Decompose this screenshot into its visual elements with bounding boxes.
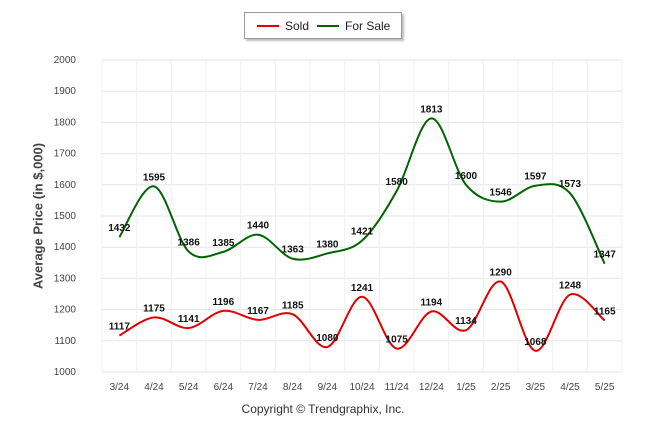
data-label-for-sale: 1600 <box>455 171 478 182</box>
copyright-credit: Copyright © Trendgraphix, Inc. <box>241 402 405 416</box>
legend-label-sold: Sold <box>285 19 310 33</box>
legend-swatch-for-sale <box>317 25 339 27</box>
data-label-for-sale: 1386 <box>178 238 201 249</box>
data-label-sold: 1185 <box>282 300 304 311</box>
data-label-sold: 1290 <box>490 268 513 279</box>
x-tick-label: 5/25 <box>595 382 615 393</box>
y-tick-label: 1400 <box>54 242 77 253</box>
y-tick-label: 1900 <box>54 86 77 97</box>
x-tick-label: 8/24 <box>283 382 303 393</box>
data-label-for-sale: 1595 <box>143 172 166 183</box>
series-line-sold <box>118 280 606 352</box>
data-label-for-sale: 1440 <box>247 221 270 232</box>
data-label-sold: 1241 <box>351 283 374 294</box>
legend-label-for-sale: For Sale <box>345 19 391 33</box>
data-label-sold: 1196 <box>212 297 234 308</box>
x-tick-label: 3/25 <box>526 382 546 393</box>
data-label-sold: 1080 <box>316 333 339 344</box>
data-label-sold: 1068 <box>524 337 547 348</box>
x-tick-label: 12/24 <box>419 382 444 393</box>
data-label-for-sale: 1347 <box>594 250 617 261</box>
data-label-sold: 1075 <box>386 335 409 346</box>
y-tick-label: 1000 <box>54 367 77 378</box>
data-label-sold: 1248 <box>559 281 582 292</box>
y-tick-label: 2000 <box>54 55 77 66</box>
y-tick-label: 1700 <box>54 149 77 160</box>
data-label-sold: 1117 <box>109 321 131 332</box>
data-label-for-sale: 1385 <box>212 238 235 249</box>
x-tick-label: 10/24 <box>349 382 374 393</box>
x-tick-label: 2/25 <box>491 382 511 393</box>
legend-item-for-sale[interactable]: For Sale <box>317 19 390 33</box>
y-tick-label: 1500 <box>54 211 77 222</box>
y-tick-label: 1100 <box>54 336 76 347</box>
legend: Sold For Sale <box>244 12 402 39</box>
y-tick-label: 1300 <box>54 273 77 284</box>
data-label-for-sale: 1813 <box>420 104 443 115</box>
data-label-for-sale: 1546 <box>490 188 513 199</box>
data-label-for-sale: 1432 <box>108 223 131 234</box>
x-tick-label: 4/25 <box>560 382 580 393</box>
data-label-for-sale: 1597 <box>524 172 547 183</box>
data-label-sold: 1194 <box>420 297 442 308</box>
x-tick-label: 6/24 <box>214 382 234 393</box>
x-tick-label: 3/24 <box>110 382 130 393</box>
x-tick-label: 1/25 <box>456 382 476 393</box>
x-tick-label: 9/24 <box>318 382 338 393</box>
x-tick-label: 5/24 <box>179 382 199 393</box>
data-label-sold: 1175 <box>143 303 165 314</box>
data-label-sold: 1141 <box>178 314 200 325</box>
data-label-for-sale: 1580 <box>386 177 409 188</box>
data-label-sold: 1134 <box>455 316 477 327</box>
x-tick-label: 4/24 <box>144 382 164 393</box>
y-axis-title: Average Price (in $,000) <box>30 142 46 290</box>
legend-item-sold[interactable]: Sold <box>257 19 309 33</box>
y-tick-labels: 1000 1100 1200 1300 1400 1500 1600 1700 1800 1900… <box>54 55 77 378</box>
data-labels: 1117 1175 1141 1196 1167 1185 1080 1241 1075 1194… <box>108 104 616 347</box>
data-label-for-sale: 1573 <box>559 179 582 190</box>
data-label-for-sale: 1421 <box>351 227 374 238</box>
data-label-for-sale: 1363 <box>282 245 305 256</box>
data-label-for-sale: 1380 <box>316 239 339 250</box>
series-line-for-sale <box>118 117 606 265</box>
y-tick-label: 1200 <box>54 305 77 316</box>
legend-swatch-sold <box>257 25 279 27</box>
data-label-sold: 1165 <box>594 307 616 318</box>
y-tick-label: 1600 <box>54 180 77 191</box>
y-tick-label: 1800 <box>54 117 77 128</box>
gridlines <box>101 59 623 373</box>
x-tick-label: 11/24 <box>385 382 410 393</box>
series-lines <box>118 117 606 352</box>
data-label-sold: 1167 <box>247 306 269 317</box>
x-tick-labels: 3/24 4/24 5/24 6/24 7/24 8/24 9/24 10/24 11/24 12… <box>110 382 615 393</box>
x-tick-label: 7/24 <box>248 382 268 393</box>
